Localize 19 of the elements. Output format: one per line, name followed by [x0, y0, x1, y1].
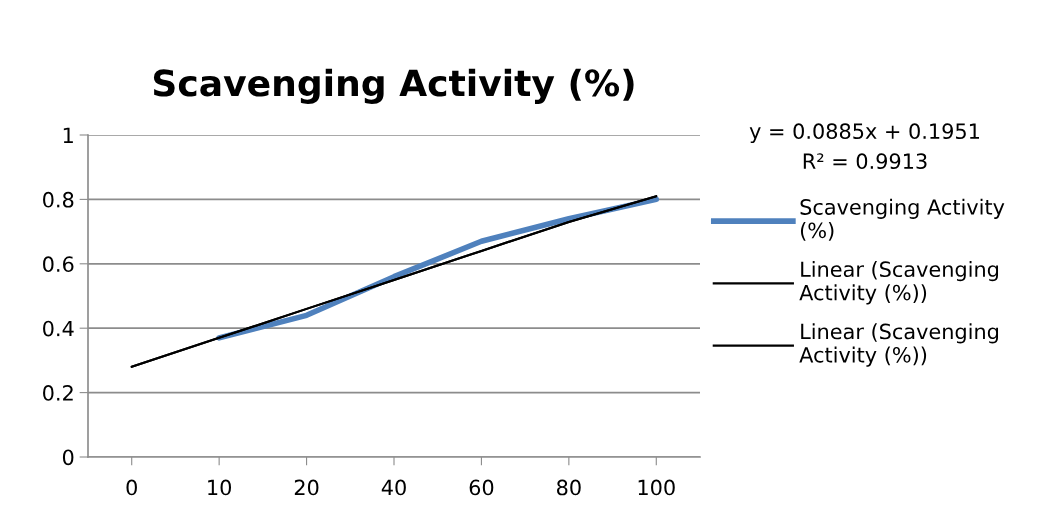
x-tick-label: 0 — [126, 479, 137, 496]
x-tick-label: 80 — [557, 479, 581, 496]
x-tick-label: 20 — [294, 479, 319, 496]
x-tick-label: 10 — [208, 479, 232, 496]
y-tick-label: 0.8 — [43, 191, 74, 208]
chart-title: Scavenging Activity (%) — [153, 68, 634, 104]
text: y = 0.0885x + 0.1951 — [749, 123, 979, 144]
y-tick-label: 0 — [62, 449, 74, 466]
legend-label: Scavenging Activity (%) — [800, 198, 1005, 241]
y-tick-label: 0.2 — [43, 385, 73, 401]
text: R² = 0.9913 — [803, 153, 927, 170]
legend-label: Linear (Scavenging Activity (%)) — [799, 323, 999, 367]
x-tick-label: 100 — [638, 479, 675, 496]
x-tick-label: 60 — [469, 479, 494, 496]
y-tick-label: 0.6 — [43, 256, 74, 273]
y-tick-label: 0.4 — [43, 320, 74, 337]
legend-label: Linear (Scavenging Activity (%)) — [799, 260, 999, 305]
x-tick-label: 40 — [381, 479, 406, 496]
y-tick-label: 1 — [63, 127, 73, 143]
